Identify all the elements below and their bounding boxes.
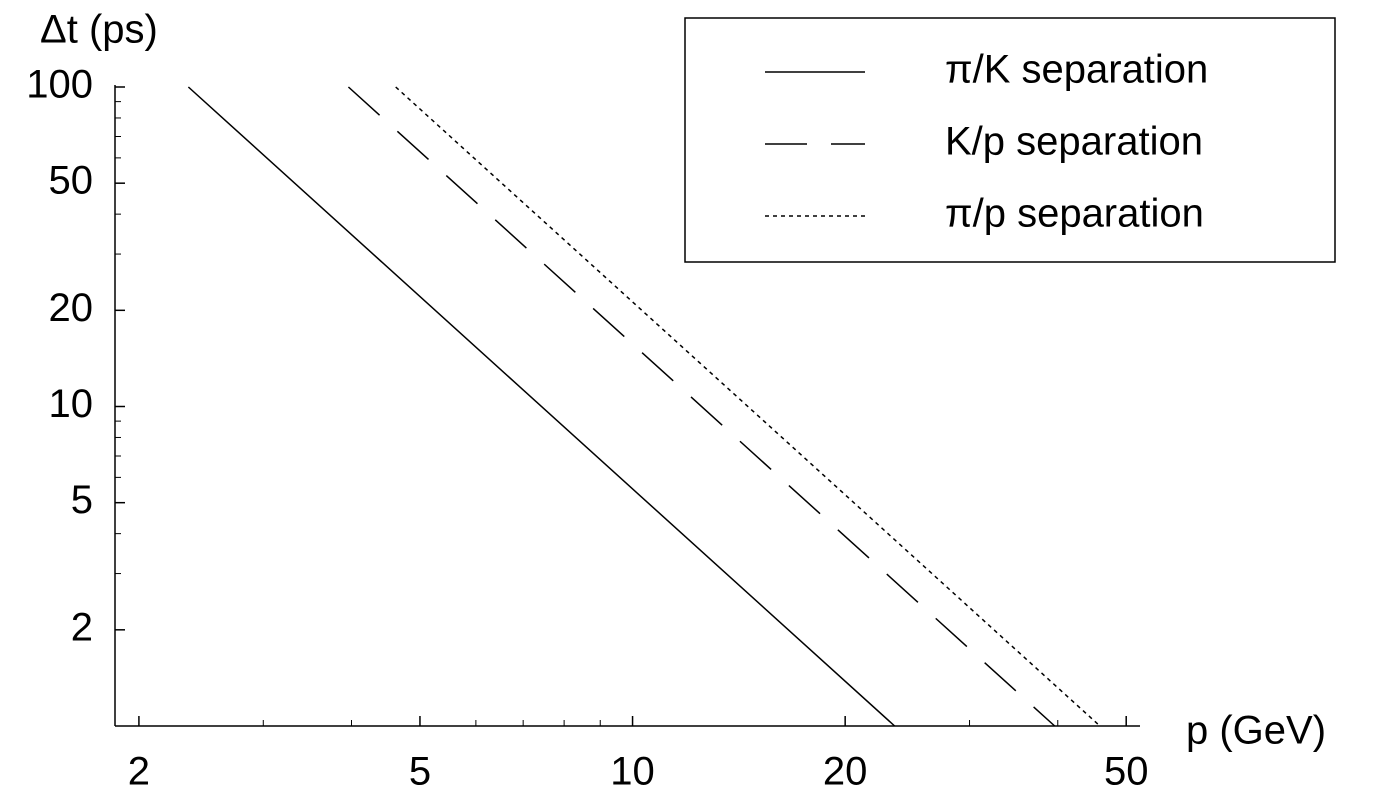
y-tick-label: 20 <box>49 286 94 330</box>
data-line <box>187 86 896 727</box>
legend-box <box>684 17 1336 263</box>
x-tick-label: 2 <box>128 750 150 794</box>
x-tick-label: 50 <box>1104 750 1149 794</box>
x-axis-label: p (GeV) <box>1186 709 1326 753</box>
y-tick-label: 100 <box>26 63 93 107</box>
y-tick-label: 10 <box>49 382 94 426</box>
legend-label: K/p separation <box>945 120 1203 164</box>
legend-label: π/K separation <box>945 48 1208 92</box>
x-tick-label: 10 <box>610 750 655 794</box>
data-line <box>347 86 1056 727</box>
y-axis-label: Δt (ps) <box>40 8 158 52</box>
y-tick-label: 2 <box>71 605 93 649</box>
legend-label: π/p separation <box>945 192 1204 236</box>
y-tick-label: 5 <box>71 478 93 522</box>
x-tick-label: 20 <box>823 750 868 794</box>
x-tick-label: 5 <box>409 750 431 794</box>
data-line <box>395 86 1101 727</box>
y-tick-label: 50 <box>49 159 94 203</box>
